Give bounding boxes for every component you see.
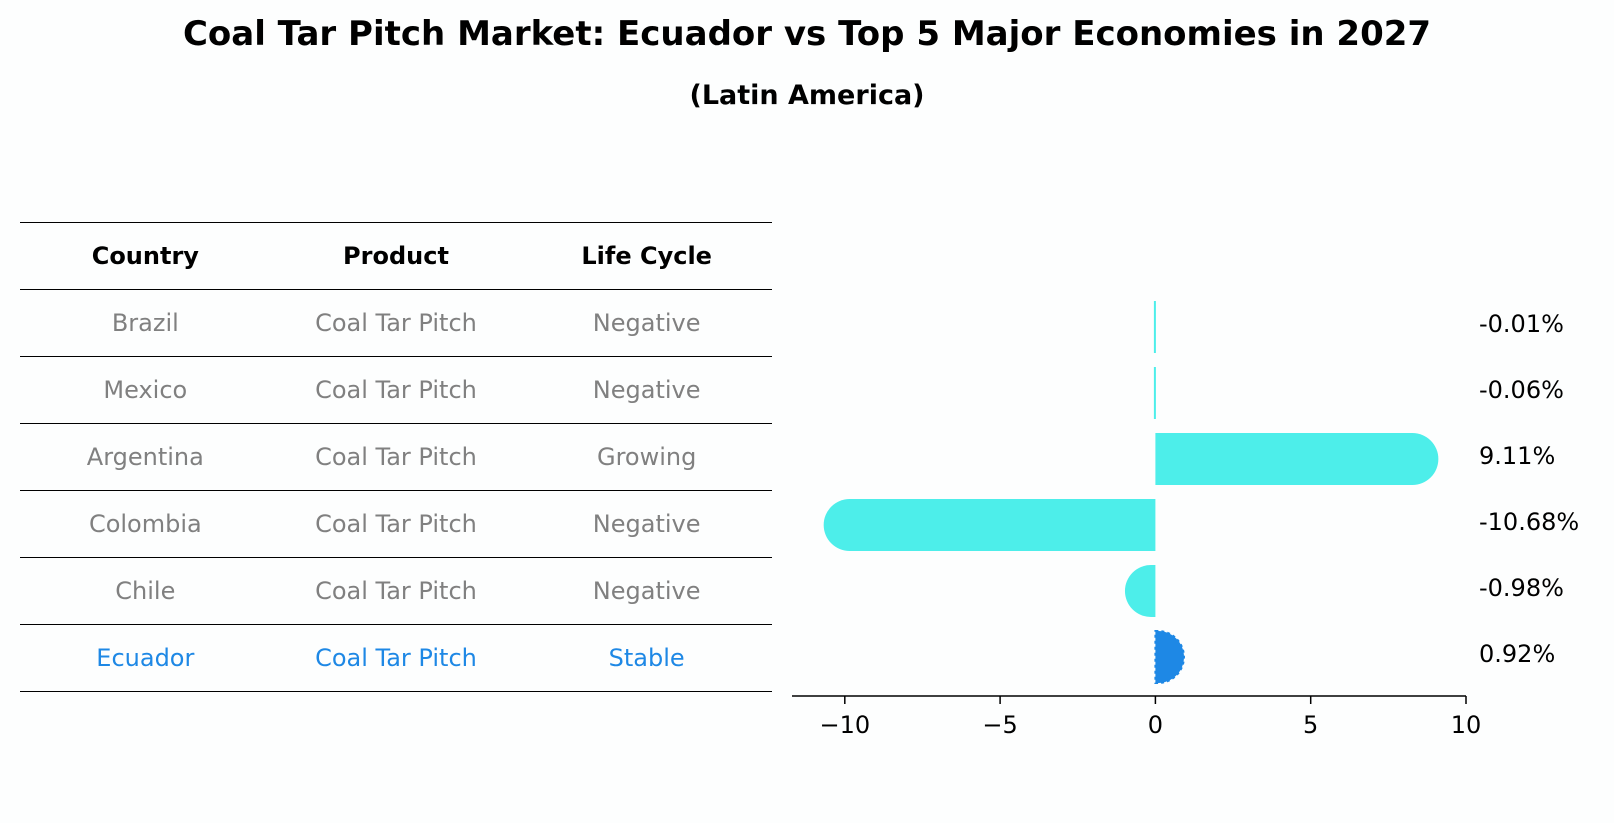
cell-country: Chile — [20, 557, 271, 625]
market-table: Country Product Life Cycle Brazil Coal T… — [20, 222, 772, 692]
bar-mexico — [1153, 367, 1156, 419]
cell-country: Argentina — [20, 423, 271, 491]
cell-product: Coal Tar Pitch — [270, 423, 522, 491]
value-label: -0.01% — [1479, 310, 1564, 338]
bar-argentina — [1155, 433, 1439, 485]
header-life-cycle: Life Cycle — [521, 222, 772, 290]
x-tick-label: 0 — [1148, 711, 1163, 739]
header-product: Product — [270, 222, 522, 290]
chart-title: Coal Tar Pitch Market: Ecuador vs Top 5 … — [182, 14, 1432, 54]
table-row: Argentina Coal Tar Pitch Growing — [20, 423, 772, 491]
table-row: Mexico Coal Tar Pitch Negative — [20, 356, 772, 424]
value-label: 9.11% — [1479, 442, 1555, 470]
x-tick-label: 5 — [1303, 711, 1318, 739]
cell-product: Coal Tar Pitch — [270, 490, 522, 558]
value-label: 0.92% — [1479, 640, 1555, 668]
cell-life-cycle: Negative — [521, 356, 772, 424]
cell-product: Coal Tar Pitch — [270, 624, 522, 692]
bar-chile — [1124, 565, 1156, 617]
bar-brazil — [1153, 301, 1156, 353]
x-tick-label: 10 — [1451, 711, 1482, 739]
value-label: -0.98% — [1479, 574, 1564, 602]
bar-colombia — [823, 499, 1156, 551]
cell-country: Mexico — [20, 356, 271, 424]
cell-product: Coal Tar Pitch — [270, 289, 522, 357]
cell-life-cycle: Negative — [521, 490, 772, 558]
x-tick-label: −10 — [819, 711, 870, 739]
cell-life-cycle: Negative — [521, 289, 772, 357]
cell-country: Colombia — [20, 490, 271, 558]
chart-subtitle: (Latin America) — [689, 80, 925, 111]
value-label: -10.68% — [1479, 508, 1579, 536]
table-row-highlighted: Ecuador Coal Tar Pitch Stable — [20, 624, 772, 692]
table-row: Colombia Coal Tar Pitch Negative — [20, 490, 772, 558]
table-row: Chile Coal Tar Pitch Negative — [20, 557, 772, 625]
table-header-row: Country Product Life Cycle — [20, 222, 772, 290]
cell-life-cycle: Growing — [521, 423, 772, 491]
cell-product: Coal Tar Pitch — [270, 356, 522, 424]
cell-life-cycle: Negative — [521, 557, 772, 625]
cell-country: Brazil — [20, 289, 271, 357]
bar-ecuador — [1154, 630, 1185, 684]
table-row: Brazil Coal Tar Pitch Negative — [20, 289, 772, 357]
cell-country: Ecuador — [20, 624, 271, 692]
x-tick-label: −5 — [982, 711, 1017, 739]
cell-product: Coal Tar Pitch — [270, 557, 522, 625]
value-label: -0.06% — [1479, 376, 1564, 404]
cell-life-cycle: Stable — [521, 624, 772, 692]
header-country: Country — [20, 222, 271, 290]
